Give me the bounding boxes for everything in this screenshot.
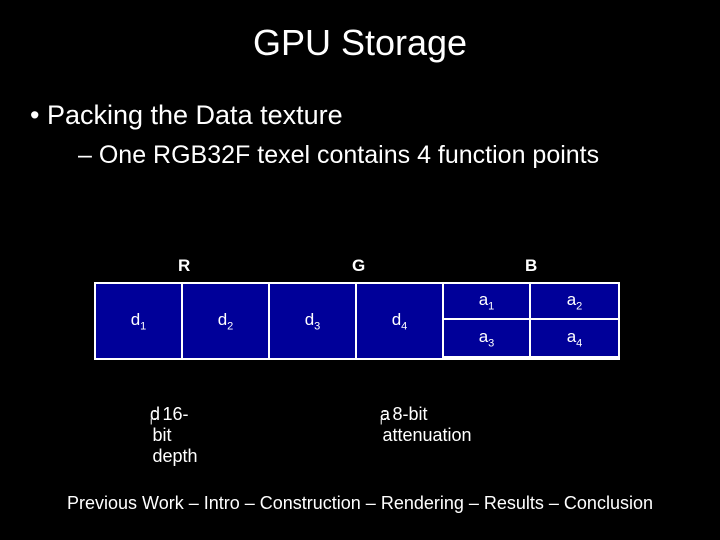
cell-a4: a4 bbox=[531, 320, 618, 356]
slide-title: GPU Storage bbox=[0, 0, 720, 64]
b-channel-column: a1 a2 a3 a4 bbox=[444, 284, 618, 358]
cell-d2: d2 bbox=[183, 284, 270, 358]
cell-a3: a3 bbox=[444, 320, 531, 356]
legend-depth: di : 16-bit depth bbox=[150, 404, 152, 428]
texel-layout-table: d1 d2 d3 d4 a1 a2 a3 a4 bbox=[94, 282, 620, 360]
legend-attenuation: ai: 8-bit attenuation bbox=[380, 404, 382, 428]
bullet-level-1: • Packing the Data texture bbox=[0, 64, 720, 131]
header-g: G bbox=[352, 256, 365, 276]
cell-d1: d1 bbox=[96, 284, 183, 358]
cell-a2: a2 bbox=[531, 284, 618, 320]
breadcrumb-footer: Previous Work – Intro – Construction – R… bbox=[0, 493, 720, 514]
header-b: B bbox=[525, 256, 537, 276]
cell-d3: d3 bbox=[270, 284, 357, 358]
header-r: R bbox=[178, 256, 190, 276]
bullet-level-2: – One RGB32F texel contains 4 function p… bbox=[0, 131, 720, 170]
cell-d4: d4 bbox=[357, 284, 444, 358]
cell-a1: a1 bbox=[444, 284, 531, 320]
